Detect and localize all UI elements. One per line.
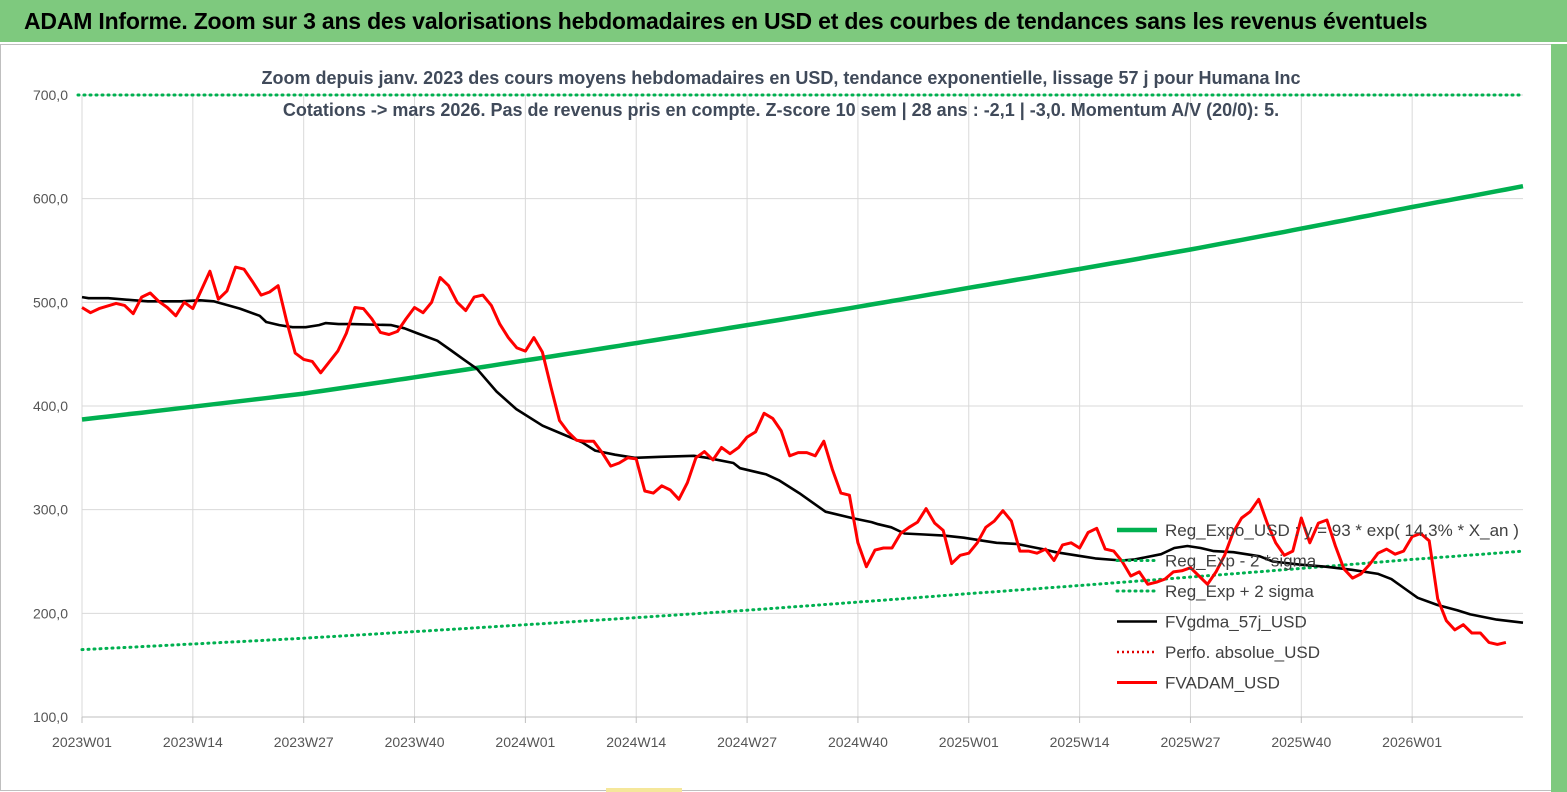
x-tick-label: 2025W27	[1160, 734, 1220, 750]
x-tick-label: 2023W27	[274, 734, 334, 750]
series-group	[76, 93, 1525, 652]
chart-title-line-1: Zoom depuis janv. 2023 des cours moyens …	[262, 68, 1301, 88]
x-tick-label: 2024W14	[606, 734, 666, 750]
y-tick-label: 400,0	[33, 398, 68, 414]
grid	[81, 94, 1523, 717]
legend: Reg_Expo_USD : y = 93 * exp( 14,3% * X_a…	[1115, 521, 1519, 693]
x-tick-label: 2023W40	[385, 734, 445, 750]
y-tick-label: 100,0	[33, 709, 68, 725]
legend-label-plus2: Reg_Exp + 2 sigma	[1165, 582, 1314, 601]
chart-title-line-2: Cotations -> mars 2026. Pas de revenus p…	[283, 100, 1279, 120]
y-tick-label: 200,0	[33, 605, 68, 621]
y-tick-label: 600,0	[33, 191, 68, 207]
y-tick-label: 300,0	[33, 502, 68, 518]
legend-label-minus2: Reg_Exp - 2 *sigma	[1165, 552, 1317, 571]
x-tick-label: 2024W01	[495, 734, 555, 750]
axes: 100,0 200,0 300,0 400,0 500,0 600,0 700,0 2023W…	[33, 87, 1523, 750]
x-tick-label: 2025W40	[1271, 734, 1331, 750]
title-banner: ADAM Informe. Zoom sur 3 ans des valoris…	[0, 0, 1567, 44]
x-tick-label: 2025W01	[939, 734, 999, 750]
right-accent-strip	[1551, 44, 1567, 792]
chart-title: Zoom depuis janv. 2023 des cours moyens …	[262, 68, 1301, 120]
y-tick-label: 700,0	[33, 87, 68, 103]
legend-label-perfo: Perfo. absolue_USD	[1165, 643, 1320, 662]
banner-title: ADAM Informe. Zoom sur 3 ans des valoris…	[24, 8, 1428, 34]
legend-label-fvadam: FVADAM_USD	[1165, 674, 1280, 693]
bottom-accent-strip	[606, 788, 682, 792]
series-line-minus2	[80, 549, 1525, 652]
x-tick-label: 2023W14	[163, 734, 223, 750]
x-tick-label: 2026W01	[1382, 734, 1442, 750]
x-tick-label: 2025W14	[1050, 734, 1110, 750]
legend-label-reg_expo: Reg_Expo_USD : y = 93 * exp( 14,3% * X_a…	[1165, 521, 1519, 540]
series-line-fvadam	[81, 265, 1507, 646]
x-tick-label: 2023W01	[52, 734, 112, 750]
legend-label-fvgdma: FVgdma_57j_USD	[1165, 613, 1307, 632]
x-tick-label: 2024W40	[828, 734, 888, 750]
y-tick-label: 500,0	[33, 294, 68, 310]
series-line-fvgdma	[81, 295, 1524, 624]
x-tick-label: 2024W27	[717, 734, 777, 750]
series-line-reg_expo	[81, 183, 1524, 422]
